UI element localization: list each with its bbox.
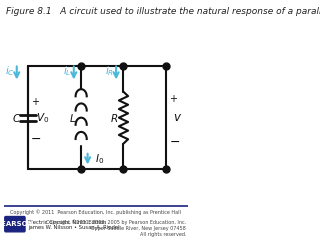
Text: $i_C$: $i_C$ (5, 64, 15, 78)
Text: $I_0$: $I_0$ (95, 152, 104, 166)
Text: $C$: $C$ (12, 112, 21, 124)
Text: $i_R$: $i_R$ (105, 64, 114, 78)
Text: $-$: $-$ (29, 132, 41, 145)
Text: Copyright ©2011, 2008, 2005 by Pearson Education, Inc.
Upper Saddle River, New J: Copyright ©2011, 2008, 2005 by Pearson E… (46, 219, 186, 237)
Text: $+$: $+$ (31, 96, 40, 107)
Text: $V_0$: $V_0$ (36, 111, 49, 125)
Text: $L$: $L$ (69, 112, 76, 124)
Text: Figure 8.1   A circuit used to illustrate the natural response of a parallel RLC: Figure 8.1 A circuit used to illustrate … (6, 7, 320, 16)
Text: $R$: $R$ (110, 112, 118, 124)
Text: PEARSON: PEARSON (0, 221, 34, 227)
FancyBboxPatch shape (5, 216, 25, 232)
Text: $-$: $-$ (170, 135, 180, 148)
Text: $+$: $+$ (170, 93, 179, 104)
Text: $i_L$: $i_L$ (63, 64, 72, 78)
Text: Electric Circuits, Ninth Edition
James W. Nilsson • Susan A. Riedel: Electric Circuits, Ninth Edition James W… (28, 219, 119, 230)
Text: $v$: $v$ (173, 111, 182, 124)
Text: Copyright © 2011  Pearson Education, Inc. publishing as Prentice Hall: Copyright © 2011 Pearson Education, Inc.… (11, 210, 181, 215)
